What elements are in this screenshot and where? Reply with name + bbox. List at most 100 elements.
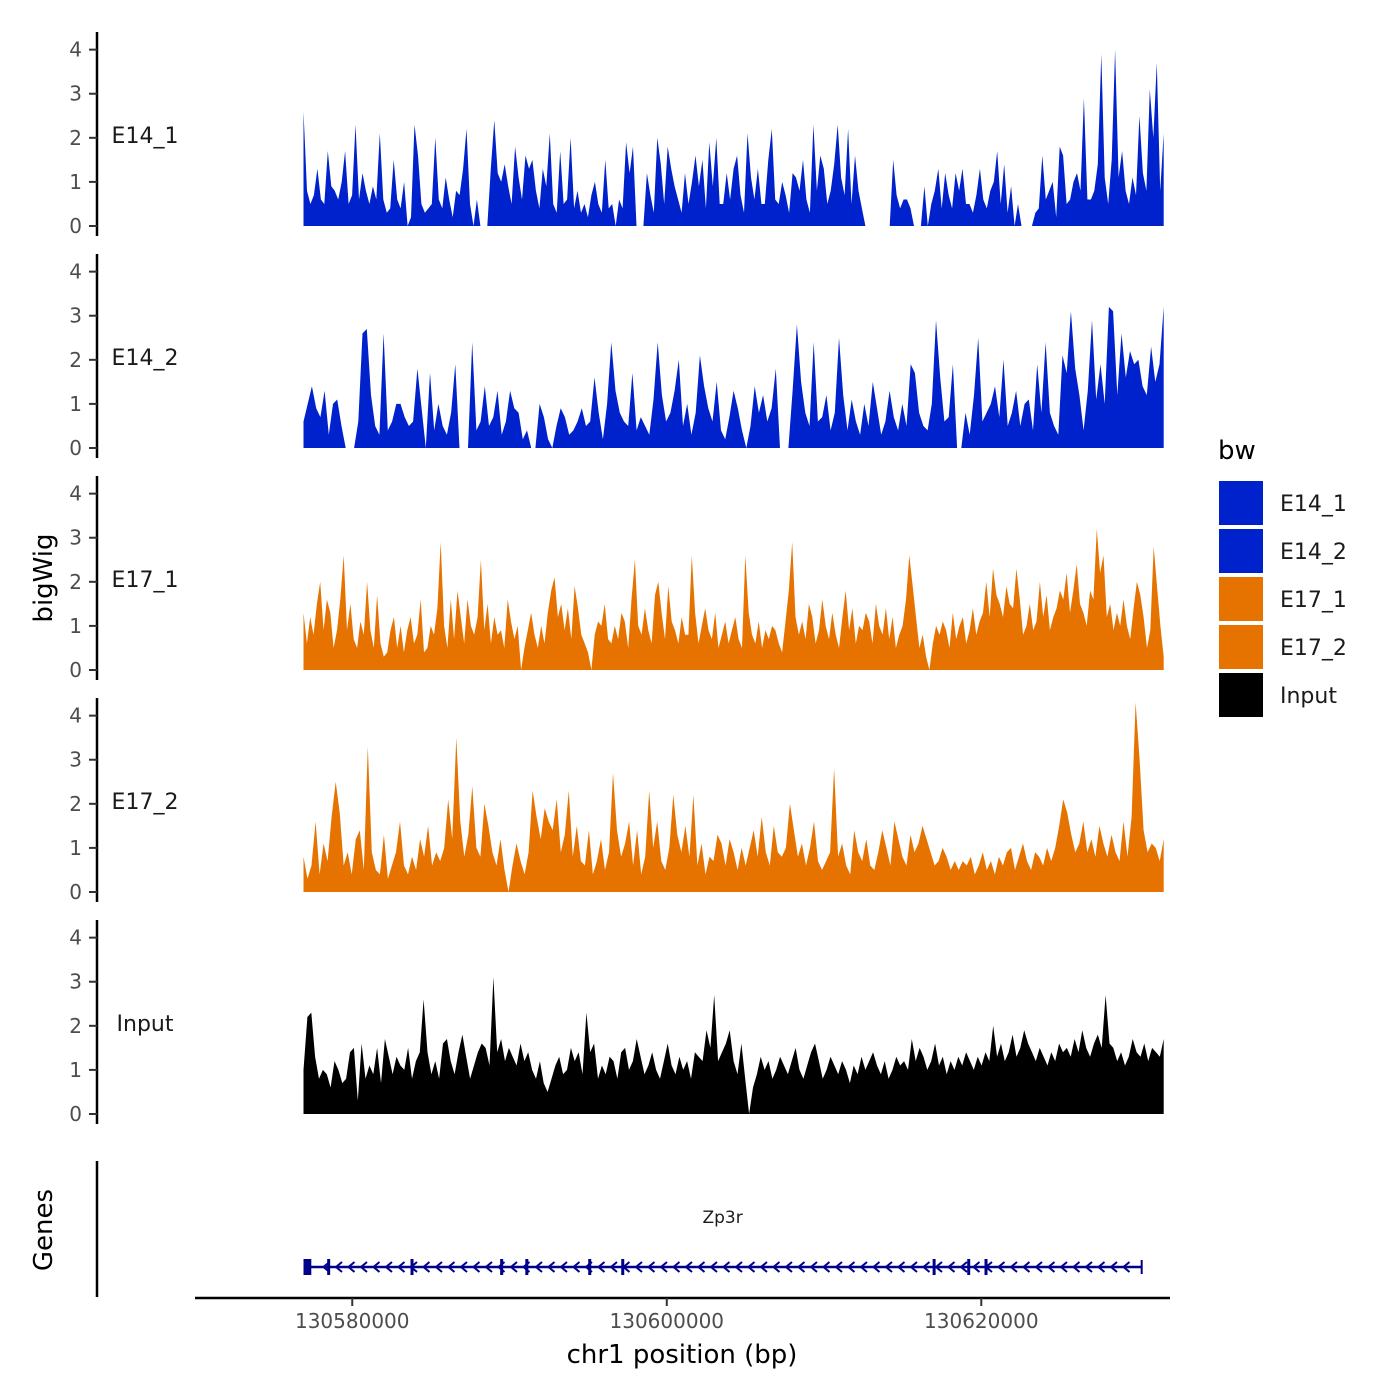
y-tick-label: 0 (69, 1102, 82, 1126)
gene-track: Zp3r (95, 1161, 1143, 1297)
y-tick-label: 2 (69, 570, 82, 594)
strand-arrow (371, 1261, 381, 1273)
strand-arrow (909, 1261, 918, 1273)
strand-arrow (709, 1261, 718, 1273)
strand-arrow (1109, 1261, 1118, 1273)
y-tick-label: 1 (69, 614, 82, 638)
strand-arrow (996, 1261, 1006, 1273)
strand-arrow (821, 1261, 831, 1273)
strand-arrow (834, 1261, 843, 1273)
y-tick-label: 0 (69, 880, 82, 904)
y-tick-label: 1 (69, 1058, 82, 1082)
y-tick-label: 4 (69, 38, 82, 62)
y-tick-label: 0 (69, 214, 82, 238)
strand-arrow (659, 1261, 668, 1273)
strand-arrow (684, 1261, 693, 1273)
strand-arrow (771, 1261, 781, 1273)
y-tick-label: 4 (69, 482, 82, 506)
track-E17_2: 0 1 2 3 4 E17_2 (69, 698, 1164, 904)
track-name-label: E14_2 (112, 346, 179, 371)
strand-arrow (1096, 1261, 1106, 1273)
x-tick-label: 130620000 (924, 1309, 1039, 1333)
signal-area-E17_1 (303, 528, 1164, 670)
strand-arrow (796, 1261, 806, 1273)
legend-label-E14_1: E14_1 (1280, 492, 1347, 517)
y-tick-label: 2 (69, 1014, 82, 1038)
gene-exon (303, 1259, 310, 1275)
strand-arrow (934, 1261, 943, 1273)
strand-arrow (809, 1261, 818, 1273)
strand-arrow (784, 1261, 793, 1273)
legend-title: bw (1218, 436, 1256, 466)
strand-arrow (559, 1261, 568, 1273)
gene-exon (967, 1259, 971, 1275)
x-axis-title: chr1 position (bp) (567, 1340, 798, 1370)
strand-arrow (896, 1261, 906, 1273)
gene-label: Zp3r (702, 1208, 742, 1228)
strand-arrow (884, 1261, 893, 1273)
y-tick-label: 4 (69, 704, 82, 728)
y-tick-label: 2 (69, 348, 82, 372)
track-name-label: Input (117, 1012, 174, 1037)
strand-arrow (396, 1261, 406, 1273)
x-tick-label: 130600000 (610, 1309, 725, 1333)
strand-arrow (721, 1261, 731, 1273)
track-Input: 0 1 2 3 4 Input (69, 920, 1164, 1126)
y-tick-label: 1 (69, 170, 82, 194)
x-axis: 130580000 130600000 130620000 (195, 1296, 1170, 1333)
legend-key-Input (1219, 673, 1263, 717)
strand-arrow (696, 1261, 706, 1273)
track-name-label: E17_1 (112, 568, 179, 593)
legend-key-E17_1 (1219, 577, 1263, 621)
legend-key-E17_2 (1219, 625, 1263, 669)
track-E14_2: 0 1 2 3 4 E14_2 (69, 254, 1164, 460)
legend: bw E14_1 E14_2 E17_1 E17_2 Input (1218, 436, 1347, 717)
gene-exon (308, 1259, 312, 1275)
strand-arrow (921, 1261, 931, 1273)
strand-arrow (1034, 1261, 1043, 1273)
strand-arrow (1021, 1261, 1031, 1273)
signal-tracks: 0 1 2 3 4 E14_1 0 1 2 3 4 E14_2 0 1 2 3 4 E17_1 0 1 2 3 4 E17_2… (69, 32, 1164, 1126)
strand-arrow (421, 1261, 431, 1273)
track-E14_1: 0 1 2 3 4 E14_1 (69, 32, 1164, 238)
signal-area-Input (303, 977, 1164, 1114)
legend-label-E17_2: E17_2 (1280, 636, 1347, 661)
legend-label-E17_1: E17_1 (1280, 588, 1347, 613)
strand-arrow (946, 1261, 956, 1273)
y-tick-label: 4 (69, 926, 82, 950)
strand-arrow (596, 1261, 606, 1273)
strand-arrow (1009, 1261, 1018, 1273)
strand-arrow (346, 1261, 356, 1273)
genes-axis-title: Genes (29, 1189, 59, 1271)
strand-arrow (634, 1261, 643, 1273)
gene-exon (500, 1259, 504, 1275)
strand-arrow (1059, 1261, 1068, 1273)
legend-label-Input: Input (1280, 684, 1337, 709)
strand-arrow (1121, 1261, 1131, 1273)
strand-arrow (471, 1261, 481, 1273)
signal-area-E14_2 (303, 306, 1164, 448)
strand-arrow (546, 1261, 556, 1273)
strand-arrow (434, 1261, 443, 1273)
signal-area-E17_2 (303, 702, 1164, 892)
track-name-label: E14_1 (112, 124, 179, 149)
strand-arrow (846, 1261, 856, 1273)
strand-arrow (871, 1261, 881, 1273)
track-name-label: E17_2 (112, 790, 179, 815)
y-tick-label: 3 (69, 526, 82, 550)
gene-exon (932, 1259, 936, 1275)
strand-arrow (359, 1261, 368, 1273)
legend-key-E14_1 (1219, 481, 1263, 525)
strand-arrow (484, 1261, 493, 1273)
y-tick-label: 1 (69, 836, 82, 860)
y-tick-label: 2 (69, 792, 82, 816)
y-tick-label: 3 (69, 82, 82, 106)
strand-arrow (1071, 1261, 1081, 1273)
strand-arrow (971, 1261, 981, 1273)
strand-arrow (446, 1261, 456, 1273)
y-tick-label: 1 (69, 392, 82, 416)
strand-arrow (384, 1261, 393, 1273)
y-tick-label: 3 (69, 970, 82, 994)
strand-arrow (646, 1261, 656, 1273)
strand-arrow (459, 1261, 468, 1273)
